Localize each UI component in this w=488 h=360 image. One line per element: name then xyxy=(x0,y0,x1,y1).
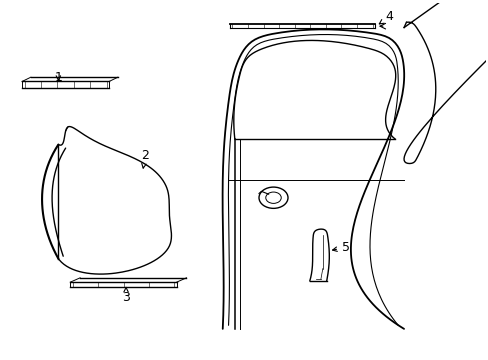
Text: 2: 2 xyxy=(141,149,149,168)
Text: 1: 1 xyxy=(54,71,62,84)
Text: 4: 4 xyxy=(379,10,393,24)
Text: 3: 3 xyxy=(122,288,130,304)
Text: 5: 5 xyxy=(332,241,349,254)
